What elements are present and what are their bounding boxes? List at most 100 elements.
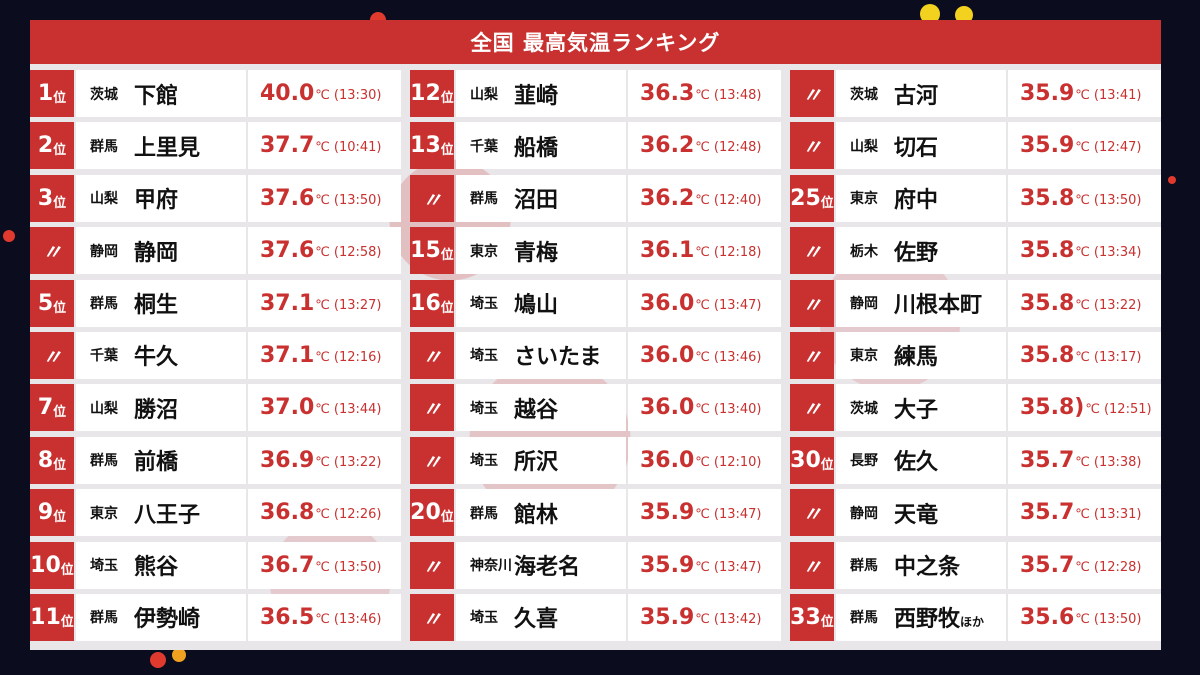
station-name: 天竜	[894, 502, 939, 528]
temperature-unit: ℃	[315, 88, 330, 103]
prefecture-label: 埼玉	[470, 296, 498, 313]
prefecture-label: 埼玉	[470, 348, 498, 365]
temperature-unit: ℃	[695, 559, 710, 575]
ranking-row: 〃 山梨 切石 35.9 ℃ (12:47)	[790, 122, 1161, 170]
temperature-cell: 35.6 ℃ (13:50)	[1008, 593, 1161, 641]
observation-time: (12:47)	[1093, 140, 1142, 156]
prefecture-label: 千葉	[90, 348, 118, 365]
prefecture-label: 静岡	[90, 243, 118, 260]
location-cell: 群馬 西野牧ほか	[836, 593, 1006, 641]
ranking-row: 〃 埼玉 越谷 36.0 ℃ (13:40)	[410, 384, 781, 432]
temperature-cell: 36.0 ℃ (13:47)	[628, 279, 781, 327]
temperature-cell: 37.6 ℃ (13:50)	[248, 174, 401, 222]
rank-number: 〃	[802, 83, 822, 107]
location-cell: 群馬 沼田	[456, 174, 626, 222]
temperature-value: 37.6	[260, 185, 315, 211]
rank-badge: 〃	[790, 384, 834, 432]
rank-number: 〃	[802, 240, 822, 265]
rank-number: 〃	[802, 344, 822, 369]
rank-badge: 12 位	[410, 70, 454, 117]
observation-time: (13:47)	[713, 507, 762, 523]
temperature-cell: 35.8) ℃ (12:51)	[1008, 384, 1161, 432]
rank-badge: 25 位	[790, 174, 834, 222]
rank-number: 〃	[422, 554, 442, 579]
ranking-row: 16 位 埼玉 鳩山 36.0 ℃ (13:47)	[410, 279, 781, 327]
observation-time: (12:10)	[713, 454, 762, 470]
temperature-unit: ℃	[1075, 297, 1090, 313]
ranking-row: 〃 埼玉 久喜 35.9 ℃ (13:42)	[410, 593, 781, 641]
temperature-value: 37.1	[260, 342, 315, 368]
temperature-cell: 36.2 ℃ (12:40)	[628, 174, 781, 222]
observation-time: (13:22)	[333, 454, 382, 470]
temperature-value: 35.9	[1020, 81, 1075, 106]
temperature-value: 36.0	[640, 342, 695, 368]
observation-time: (12:18)	[713, 245, 762, 261]
observation-time: (13:42)	[713, 611, 762, 627]
prefecture-label: 群馬	[470, 191, 498, 208]
prefecture-label: 静岡	[850, 505, 878, 522]
temperature-cell: 35.8 ℃ (13:22)	[1008, 279, 1161, 327]
prefecture-label: 群馬	[90, 296, 118, 313]
prefecture-label: 群馬	[850, 558, 878, 575]
ranking-row: 〃 茨城 大子 35.8) ℃ (12:51)	[790, 384, 1161, 432]
location-cell: 東京 青梅	[456, 227, 626, 275]
station-name: 伊勢崎	[134, 607, 201, 633]
observation-time: (13:22)	[1093, 297, 1142, 313]
temperature-cell: 37.1 ℃ (13:27)	[248, 279, 401, 327]
station-name: 海老名	[514, 555, 581, 581]
station-name: 練馬	[894, 345, 939, 371]
rank-suffix: 位	[440, 300, 454, 316]
ranking-column: 12 位 山梨 韮崎 36.3 ℃ (13:48) 13 位 千葉 船橋 36.2 ℃ (1…	[410, 70, 781, 646]
temperature-unit: ℃	[1075, 349, 1090, 365]
prefecture-label: 埼玉	[470, 610, 498, 627]
ranking-row: 13 位 千葉 船橋 36.2 ℃ (12:48)	[410, 122, 781, 170]
location-cell: 埼玉 越谷	[456, 384, 626, 432]
station-name: 八王子	[134, 502, 201, 528]
rank-badge: 16 位	[410, 279, 454, 327]
location-cell: 埼玉 所沢	[456, 436, 626, 484]
station-name: 大子	[894, 397, 939, 423]
ranking-row: 〃 神奈川 海老名 35.9 ℃ (13:47)	[410, 541, 781, 589]
rank-badge: 〃	[410, 541, 454, 589]
ranking-row: 〃 群馬 沼田 36.2 ℃ (12:40)	[410, 174, 781, 222]
rank-badge: 13 位	[410, 122, 454, 170]
observation-time: (13:30)	[333, 88, 382, 103]
temperature-cell: 36.9 ℃ (13:22)	[248, 436, 401, 484]
station-name: 前橋	[134, 450, 179, 476]
observation-time: (13:50)	[333, 559, 382, 575]
rank-badge: 〃	[790, 122, 834, 170]
observation-time: (12:51)	[1103, 402, 1152, 418]
rank-badge: 33 位	[790, 593, 834, 641]
location-cell: 群馬 上里見	[76, 122, 246, 170]
temperature-value: 35.8	[1020, 290, 1075, 316]
prefecture-label: 山梨	[470, 86, 498, 103]
ranking-row: 20 位 群馬 館林 35.9 ℃ (13:47)	[410, 489, 781, 537]
temperature-cell: 36.7 ℃ (13:50)	[248, 541, 401, 589]
observation-time: (10:41)	[333, 140, 382, 156]
temperature-value: 36.0	[640, 395, 695, 421]
prefecture-label: 群馬	[90, 453, 118, 470]
temperature-unit: ℃	[315, 611, 330, 627]
observation-time: (13:40)	[713, 402, 762, 418]
location-cell: 山梨 切石	[836, 122, 1006, 170]
decorative-dot	[920, 4, 940, 24]
ranking-row: 〃 埼玉 さいたま 36.0 ℃ (13:46)	[410, 331, 781, 379]
temperature-unit: ℃	[1075, 507, 1090, 523]
rank-badge: 〃	[790, 70, 834, 117]
prefecture-label: 静岡	[850, 296, 878, 313]
location-cell: 埼玉 久喜	[456, 593, 626, 641]
observation-time: (13:38)	[1093, 454, 1142, 470]
temperature-unit: ℃	[695, 611, 710, 627]
temperature-unit: ℃	[315, 297, 330, 313]
temperature-cell: 36.0 ℃ (13:46)	[628, 331, 781, 379]
rank-suffix: 位	[60, 562, 74, 578]
temperature-cell: 36.0 ℃ (12:10)	[628, 436, 781, 484]
